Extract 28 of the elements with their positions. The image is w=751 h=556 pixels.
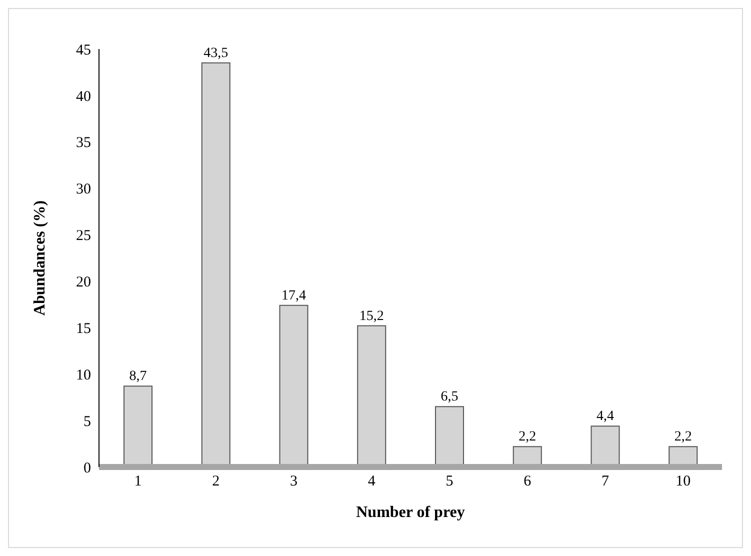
x-tick-label: 5	[446, 474, 454, 490]
data-label: 4,4	[596, 409, 614, 424]
y-axis-title: Abundances (%)	[32, 200, 49, 316]
data-label: 2,2	[518, 430, 536, 445]
x-tick-label: 3	[290, 474, 298, 490]
x-tick-label: 10	[676, 474, 691, 490]
y-tick-label: 20	[76, 274, 91, 291]
y-tick-label: 40	[76, 88, 91, 105]
y-tick-label: 15	[76, 320, 91, 337]
x-tick-label: 6	[524, 474, 532, 490]
x-tick-label: 1	[134, 474, 142, 490]
data-label: 43,5	[204, 46, 228, 61]
x-tick-label: 2	[212, 474, 220, 490]
data-label: 6,5	[440, 390, 458, 405]
y-tick-label: 0	[84, 460, 91, 476]
x-tick-label: 4	[368, 474, 376, 490]
y-tick-label: 5	[84, 414, 91, 430]
x-tick-label: 7	[601, 474, 610, 490]
data-label: 2,2	[674, 430, 692, 445]
y-tick-label: 25	[76, 228, 91, 244]
y-tick-label: 45	[76, 42, 91, 58]
y-tick-label: 30	[76, 182, 91, 198]
data-label: 8,7	[129, 369, 147, 384]
y-tick-label: 10	[76, 367, 91, 384]
y-tick-label: 35	[76, 135, 91, 152]
data-label: 15,2	[359, 308, 384, 324]
x-axis-title: Number of prey	[356, 504, 465, 521]
data-label: 17,4	[282, 288, 306, 304]
